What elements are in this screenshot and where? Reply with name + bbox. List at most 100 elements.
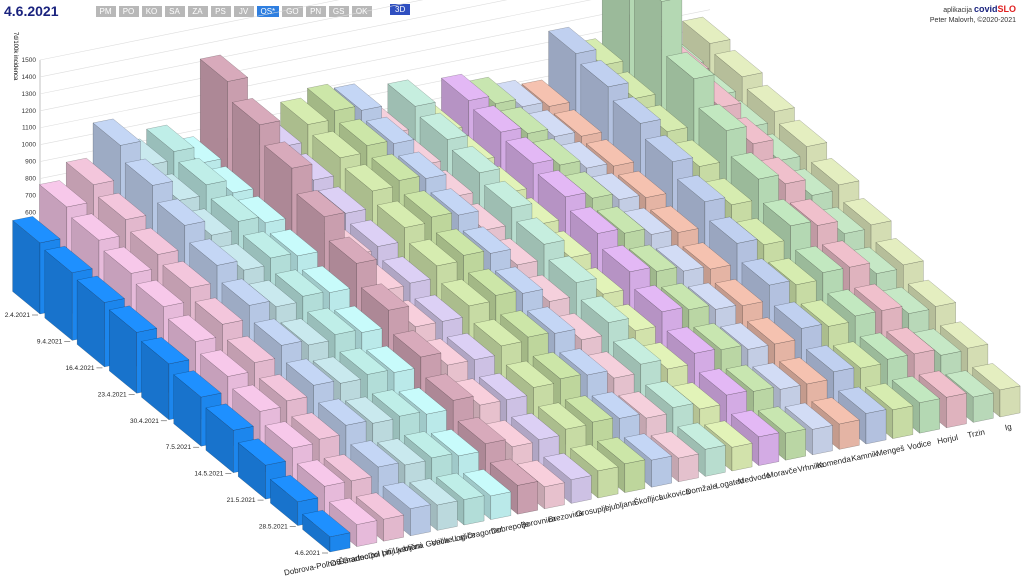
bar-top: [92, 118, 142, 146]
bar-top: [473, 319, 522, 347]
tab-button[interactable]: GO: [282, 5, 303, 17]
bar-top: [838, 386, 887, 414]
tab-button[interactable]: PS: [210, 5, 231, 17]
bar-top: [972, 363, 1021, 391]
bar-top: [500, 310, 549, 338]
bar-top: [854, 283, 903, 311]
mode-button[interactable]: 3D: [390, 4, 411, 15]
x-tick-label: 7.5.2021: [166, 444, 192, 451]
bar-top: [371, 389, 421, 417]
bar-top: [778, 119, 828, 147]
grid-line: [39, 9, 711, 145]
bar-front: [812, 425, 833, 456]
chart-title: 4.6.2021: [4, 3, 59, 19]
credit-prefix: aplikacija: [943, 7, 973, 14]
tab-button[interactable]: PO: [118, 5, 139, 17]
series-label: Horjul: [937, 433, 959, 446]
bar-top: [891, 375, 941, 403]
bar-top: [38, 180, 88, 208]
bar-front: [597, 466, 619, 499]
x-tick-label: 28.5.2021: [259, 524, 288, 531]
bar-top: [720, 322, 769, 350]
bar-top: [291, 412, 340, 440]
bar-top: [596, 206, 646, 234]
bar-top: [789, 198, 839, 226]
tab-button[interactable]: ZA: [187, 5, 208, 17]
bar-top: [221, 278, 270, 306]
bar-top: [355, 492, 405, 520]
bar-top: [339, 347, 388, 375]
y-tick-label: 1500: [22, 57, 37, 64]
bar-top: [666, 326, 716, 354]
bar-top: [242, 231, 292, 259]
bar-front: [678, 453, 699, 483]
bar-top: [752, 362, 801, 390]
bar-top: [349, 219, 399, 247]
bar-top: [146, 124, 195, 152]
tab-button[interactable]: JV: [233, 5, 254, 17]
y-tick-label: 1100: [22, 125, 36, 132]
grid-line: [39, 0, 508, 95]
bar-top: [843, 198, 892, 226]
y-tick-label: 1400: [22, 74, 37, 81]
bar-top: [462, 469, 512, 497]
bar-top: [601, 244, 651, 273]
bar-top: [886, 327, 935, 355]
grid-line: [39, 0, 676, 129]
bar-top: [258, 374, 308, 402]
brand: SLO: [997, 4, 1016, 14]
tab-button[interactable]: GS: [328, 5, 349, 17]
bar-front: [383, 514, 404, 542]
bar-top: [189, 238, 238, 266]
bar-top: [328, 236, 378, 264]
bar-top: [698, 103, 747, 131]
tab-button[interactable]: OK: [351, 5, 372, 17]
bar-top: [687, 282, 737, 310]
bar-top: [365, 116, 415, 144]
bar-top: [441, 279, 490, 307]
bar-top: [650, 431, 700, 459]
bar-top: [350, 440, 399, 468]
tab-button[interactable]: OS*: [256, 5, 280, 17]
bar-top: [511, 412, 560, 440]
bar-top: [730, 152, 780, 180]
bar-top: [312, 130, 361, 159]
bar-top: [140, 337, 190, 365]
tab-button[interactable]: PN: [305, 5, 326, 17]
bar-top: [167, 314, 217, 342]
tab-button[interactable]: KO: [141, 5, 162, 17]
bar-top: [377, 438, 426, 466]
tab-button[interactable]: PM: [95, 5, 116, 17]
tab-button[interactable]: SA: [164, 5, 185, 17]
bar-top: [264, 421, 314, 449]
bar-top: [371, 153, 420, 181]
bar-top: [532, 351, 582, 380]
bar-top: [762, 199, 812, 227]
bar-top: [76, 275, 126, 303]
grid-line: [39, 0, 340, 61]
bar: [302, 509, 351, 553]
bar-top: [323, 454, 373, 482]
bar-top: [660, 282, 710, 310]
bar-top: [805, 345, 855, 373]
bar-top: [569, 206, 619, 234]
grid-line: [39, 0, 592, 112]
bar-top: [945, 370, 994, 398]
bar-top: [344, 396, 394, 424]
bar-front: [972, 392, 994, 423]
bar-top: [521, 79, 570, 107]
series-label: Trzin: [967, 428, 986, 440]
bar-top: [794, 245, 844, 273]
bar-top: [682, 16, 731, 44]
bar-top: [435, 228, 485, 256]
bar-top: [467, 268, 517, 296]
bar-front: [785, 428, 806, 461]
brand: covid: [973, 4, 998, 14]
bar-top: [800, 299, 850, 327]
bar-front: [490, 491, 512, 520]
bar-top: [199, 349, 249, 377]
bar-top: [156, 198, 206, 226]
bar-top: [810, 158, 860, 186]
bar-top: [655, 244, 705, 272]
credit-author: Peter Malovrh, ©2020-2021: [929, 17, 1016, 24]
